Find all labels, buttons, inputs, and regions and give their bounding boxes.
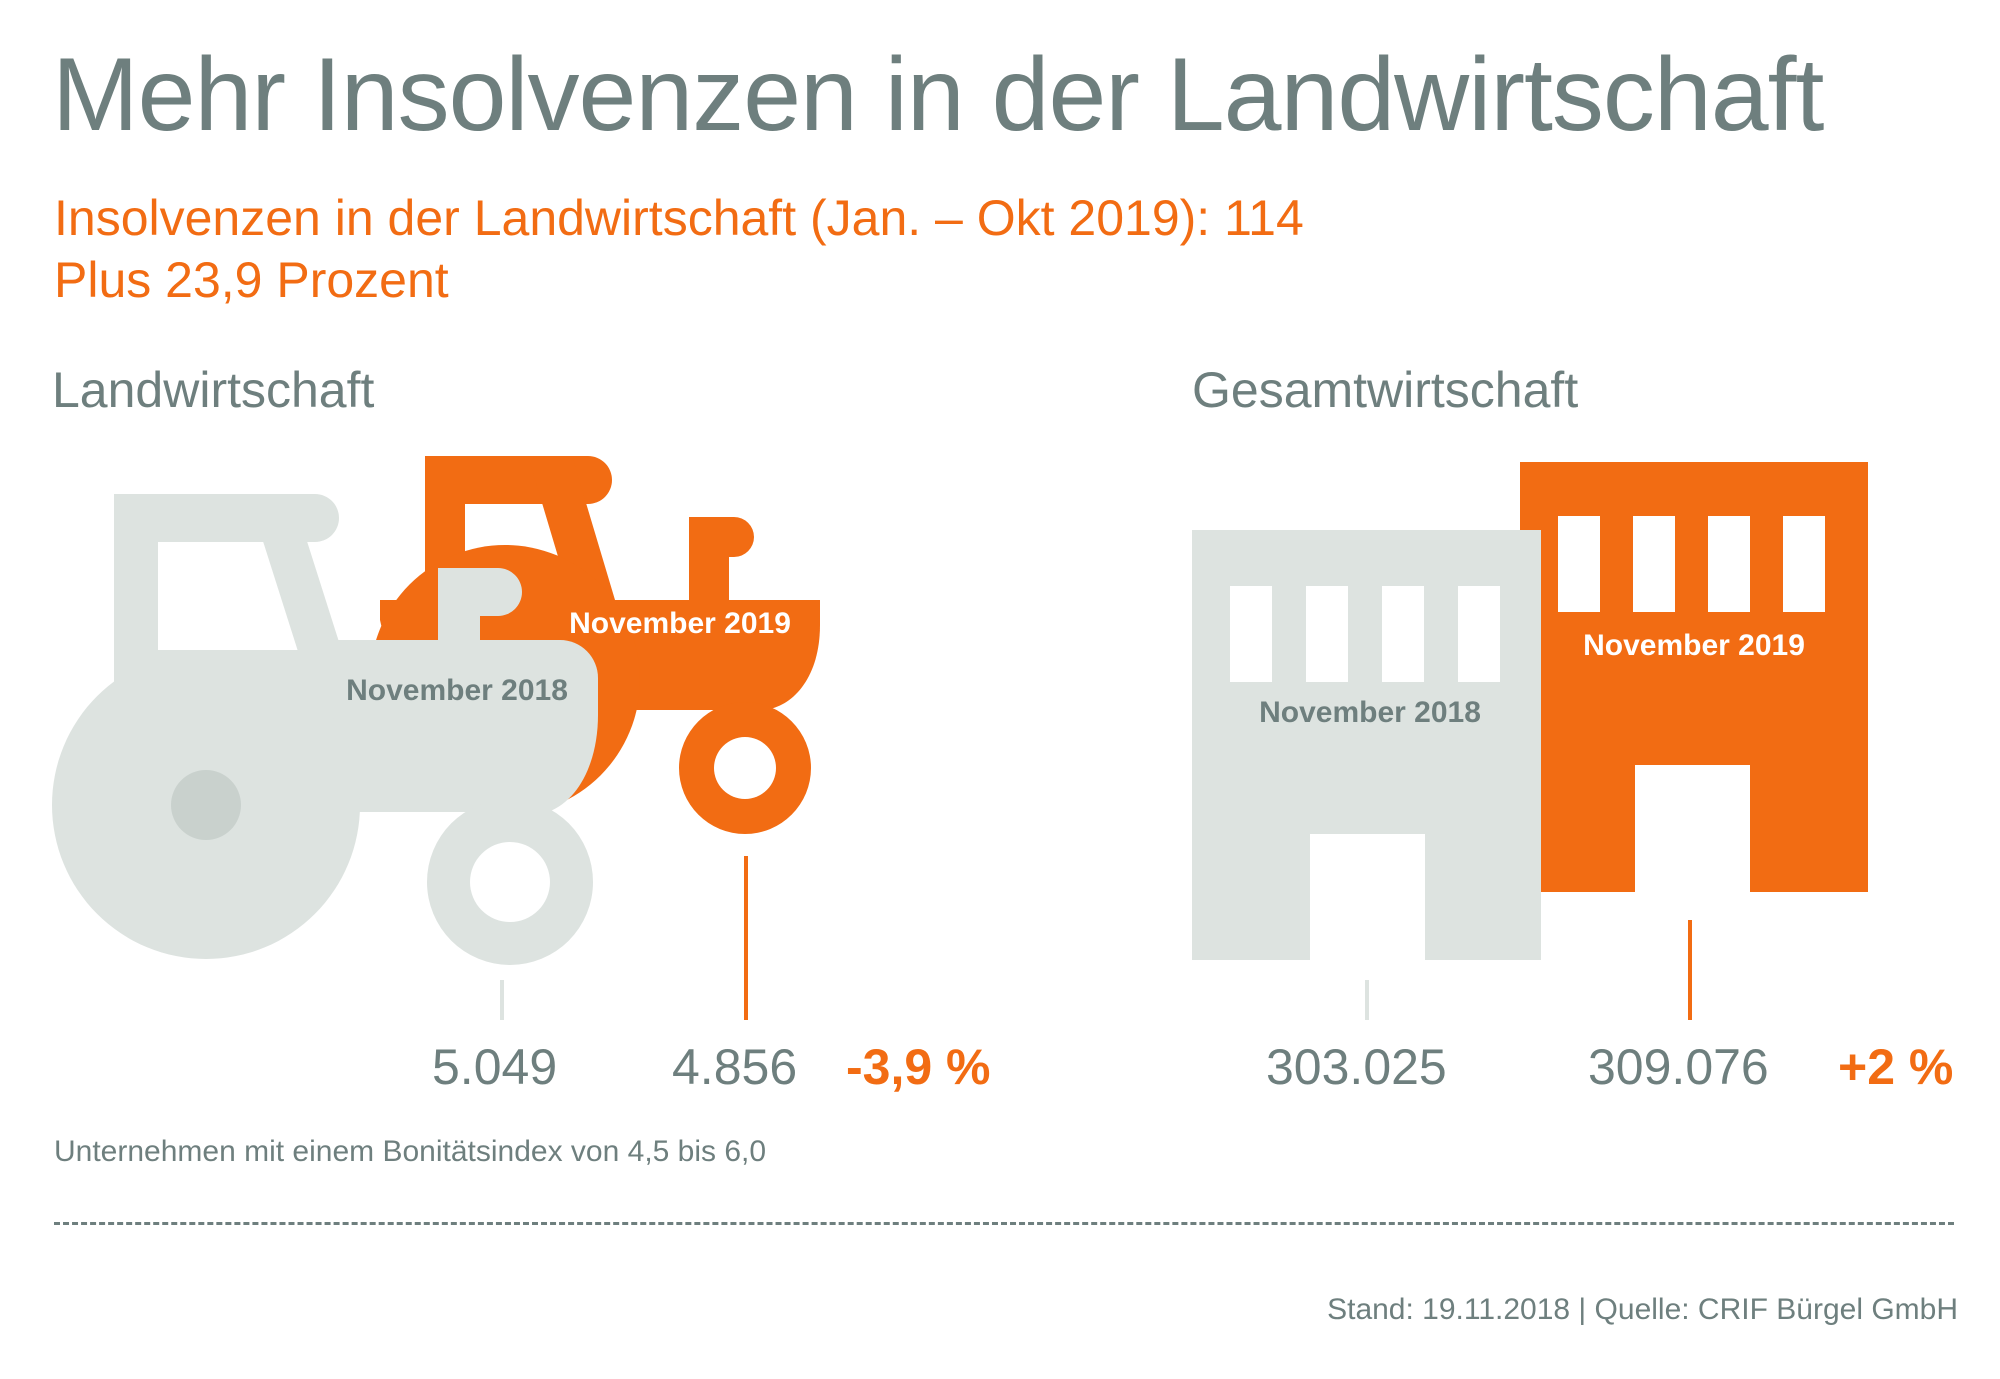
tractor-2018-label: November 2018: [346, 674, 568, 707]
building-2018-window-4: [1458, 586, 1500, 682]
building-2019-label: November 2019: [1583, 629, 1805, 662]
leader-line-tractor-2018: [500, 980, 504, 1020]
leader-line-tractor-2019: [744, 856, 748, 1020]
building-2019-window-4: [1783, 516, 1825, 612]
tractor-2018-pillar-rear: [114, 494, 158, 674]
subtitle-line-1: Insolvenzen in der Landwirtschaft (Jan. …: [54, 190, 1304, 246]
value-economy-2019: 309.076: [1588, 1039, 1769, 1095]
building-2019-window-2: [1633, 516, 1675, 612]
tractor-2018-pillar-front: [248, 494, 346, 664]
dashed-divider: [54, 1222, 1954, 1225]
building-2018-door: [1310, 834, 1425, 960]
tractor-2018-body: [300, 640, 598, 812]
source-note: Stand: 19.11.2018 | Quelle: CRIF Bürgel …: [1327, 1293, 1958, 1326]
tractor-2019-exhaust: [689, 517, 754, 600]
value-agriculture-2018: 5.049: [432, 1039, 558, 1095]
building-2019-door: [1635, 765, 1750, 892]
tractor-2018-front-hub: [470, 842, 550, 922]
subtitle-line-2: Plus 23,9 Prozent: [54, 252, 449, 308]
tractor-2018-rear-hub: [171, 770, 241, 840]
change-agriculture: -3,9 %: [846, 1039, 991, 1095]
tractor-icon-2018: [52, 494, 598, 965]
tractor-2018-exhaust: [438, 568, 522, 640]
tractor-2019-pillar-front: [528, 456, 618, 610]
building-2018-window-2: [1306, 586, 1348, 682]
building-2018-label: November 2018: [1259, 696, 1481, 729]
leader-line-building-2019: [1688, 920, 1692, 1020]
section-title-agriculture: Landwirtschaft: [52, 362, 375, 418]
change-economy: +2 %: [1838, 1039, 1954, 1095]
page-title: Mehr Insolvenzen in der Landwirtschaft: [52, 37, 1824, 153]
building-2018-window-3: [1382, 586, 1424, 682]
building-icon-2018: [1192, 530, 1541, 960]
tractor-2019-label: November 2019: [569, 607, 791, 640]
building-2019-window-1: [1558, 516, 1600, 612]
section-title-economy: Gesamtwirtschaft: [1192, 362, 1579, 418]
building-icon-2019: [1520, 462, 1868, 892]
building-2018-window-1: [1230, 586, 1272, 682]
leader-line-building-2018: [1365, 980, 1369, 1020]
footnote: Unternehmen mit einem Bonitätsindex von …: [54, 1135, 767, 1168]
value-agriculture-2019: 4.856: [672, 1039, 798, 1095]
tractor-2019-front-hub: [714, 737, 776, 799]
value-economy-2018: 303.025: [1266, 1039, 1447, 1095]
building-2019-window-3: [1708, 516, 1750, 612]
